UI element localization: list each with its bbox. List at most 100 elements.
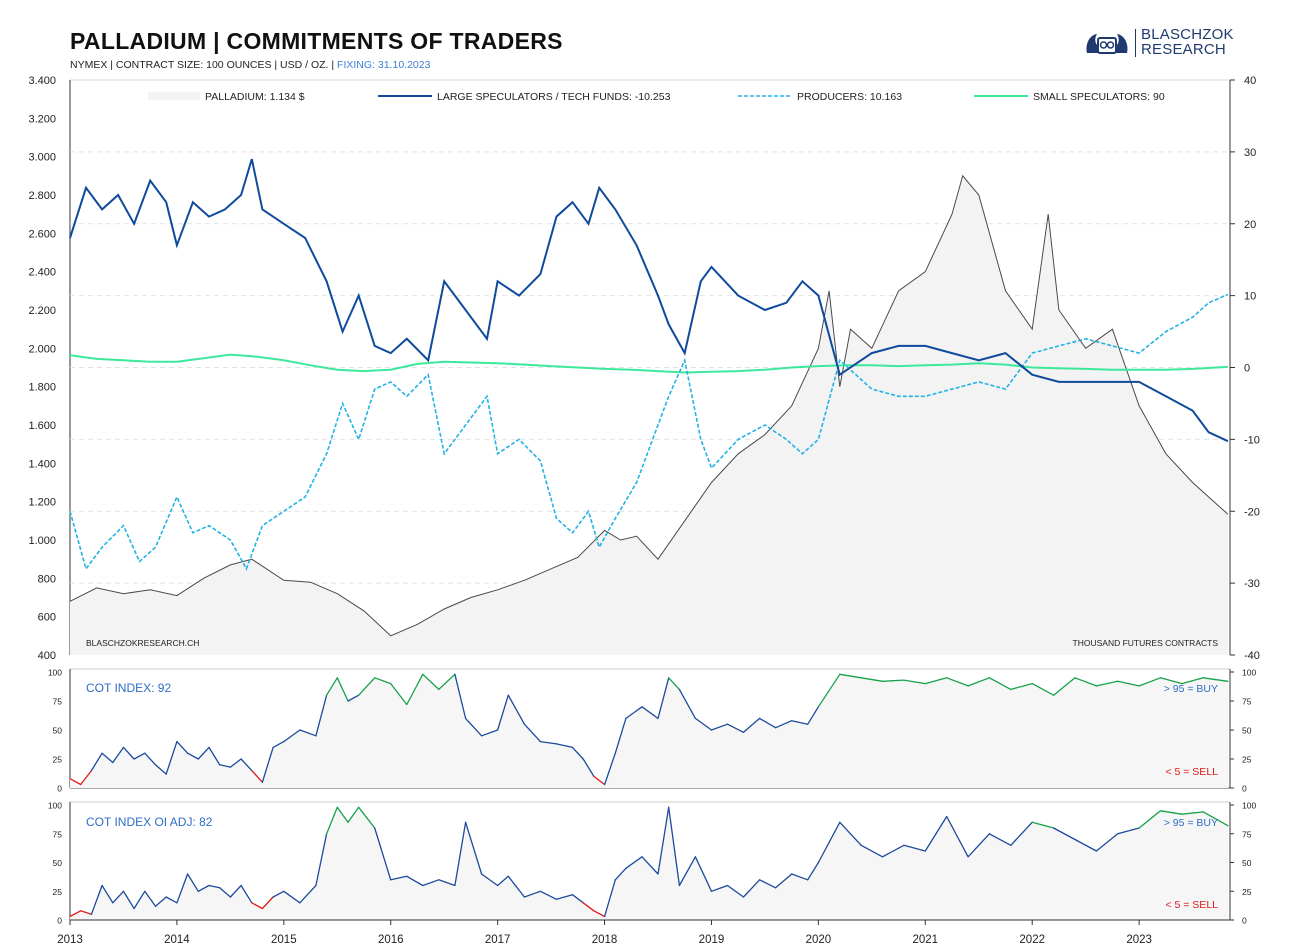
logo-line-1: BLASCHZOK <box>1141 26 1234 43</box>
left-tick-label-1: 600 <box>38 612 56 624</box>
cot1-line-segment-45 <box>614 717 627 754</box>
cot2-line-segment-46 <box>625 856 643 869</box>
cot2-line-segment-22 <box>299 884 317 904</box>
cot2-line-segment-42 <box>582 902 595 912</box>
cot2-line-segment-8 <box>144 890 157 907</box>
cot1-line-segment-59 <box>817 673 841 708</box>
cot2-ticks-left-label-4: 100 <box>48 801 62 811</box>
cot1-ticks-right-label-4: 100 <box>1242 668 1256 678</box>
cot2-ticks-left-label-2: 50 <box>53 858 63 868</box>
cot1-ticks-left-label-2: 50 <box>53 726 63 736</box>
cot1-line-segment-23 <box>315 694 328 737</box>
left-tick-label-8: 2.000 <box>28 343 56 355</box>
cot1-line-segment-31 <box>422 673 440 691</box>
cot2-line-segment-75 <box>1159 810 1183 815</box>
cot2-ticks-right-label-3: 75 <box>1242 829 1252 839</box>
legend-item-palladium: PALLADIUM: 1.134 $ <box>148 91 305 103</box>
cot1-ticks-left-label-4: 100 <box>48 668 62 678</box>
cot2-line-segment-31 <box>422 879 440 887</box>
cot1-line-segment-8 <box>144 752 157 766</box>
cot2-line-segment-16 <box>229 884 242 898</box>
cot2-line-segment-66 <box>967 833 991 858</box>
cot2-line-segment-49 <box>668 806 681 887</box>
right-tick-label-4: 0 <box>1244 363 1250 375</box>
cot1-line-segment-29 <box>390 682 408 706</box>
cot2-line-segment-45 <box>614 867 627 881</box>
cot-index-buy-label: > 95 = BUY <box>1164 683 1218 695</box>
cot1-line-segment-4 <box>101 752 114 764</box>
x-tick-label-10: 2023 <box>1126 934 1152 946</box>
cot2-line-segment-13 <box>197 884 210 892</box>
cot1-line-segment-49 <box>668 677 681 691</box>
cot2-line-segment-28 <box>374 827 392 881</box>
cot1-line-segment-47 <box>641 706 659 720</box>
cot1-line-segment-22 <box>299 729 317 737</box>
left-tick-label-14: 3.200 <box>28 113 56 125</box>
cot2-line-segment-71 <box>1074 838 1098 852</box>
legend-swatch-palladium <box>148 92 200 100</box>
cot1-line-segment-54 <box>742 717 761 733</box>
cot2-line-segment-58 <box>807 861 820 881</box>
cot2-line-segment-32 <box>438 879 456 887</box>
cot2-ticks-right-label-0: 0 <box>1242 916 1247 926</box>
cot2-line-segment-54 <box>742 879 761 898</box>
cot2-ticks-right-label-4: 100 <box>1242 801 1256 811</box>
left-tick-label-10: 2.400 <box>28 267 56 279</box>
cot1-line-segment-48 <box>657 677 670 720</box>
cot2-line-segment-39 <box>539 890 558 900</box>
cot2-line-segment-68 <box>1010 821 1033 846</box>
cot1-line-segment-76 <box>1181 677 1204 685</box>
cot1-line-segment-46 <box>625 706 643 720</box>
cot2-line-segment-33 <box>454 821 467 887</box>
cot2-line-segment-29 <box>390 875 408 881</box>
cot2-ticks-left-label-3: 75 <box>53 829 63 839</box>
legend-item-producers: PRODUCERS: 10.163 <box>738 91 902 103</box>
cot1-line-segment-41 <box>571 746 584 760</box>
cot2-line-segment-6 <box>122 890 135 910</box>
left-tick-label-3: 1.000 <box>28 535 56 547</box>
cot2-line-segment-65 <box>946 815 969 858</box>
cot1-line-segment-19 <box>261 746 274 783</box>
cot2-line-segment-59 <box>817 821 841 864</box>
right-axis-ticks: -40 -30 -20 -10 0 10 20 30 40 <box>1230 75 1260 662</box>
cot1-line-segment-14 <box>208 746 221 766</box>
cot1-line-segment-73 <box>1117 680 1140 687</box>
cot2-line-segment-69 <box>1031 821 1055 829</box>
cot2-line-segment-2 <box>80 910 93 915</box>
cot1-line-segment-36 <box>496 694 509 731</box>
cot2-line-segment-1 <box>69 910 82 918</box>
cot-oi-sell-label: < 5 = SELL <box>1165 899 1218 911</box>
cot1-line-segment-5 <box>112 746 125 764</box>
cot1-line-segment-75 <box>1159 677 1183 685</box>
x-tick-label-7: 2020 <box>806 934 832 946</box>
cot1-ticks-right-label-3: 75 <box>1242 697 1252 707</box>
x-tick-label-4: 2017 <box>485 934 511 946</box>
cot1-ticks-right-label-2: 50 <box>1242 726 1252 736</box>
right-tick-label-8: 40 <box>1244 75 1256 87</box>
cot1-line-segment-55 <box>758 717 777 729</box>
lions-crest-icon <box>1086 34 1128 54</box>
cot-index-label: COT INDEX: 92 <box>86 681 171 695</box>
cot1-line-segment-51 <box>694 717 713 731</box>
series-line-palladium <box>69 174 1229 637</box>
left-tick-label-5: 1.400 <box>28 458 56 470</box>
cot2-line-segment-76 <box>1181 811 1204 815</box>
right-tick-label-7: 30 <box>1244 147 1256 159</box>
cot2-line-segment-26 <box>347 806 360 823</box>
cot2-line-segment-25 <box>336 806 349 823</box>
cot1-line-segment-63 <box>903 679 926 685</box>
cot-index-oi-adj-panel: 0 0 25 25 50 50 75 75 100 100 COT INDEX OI ADJ: 8… <box>48 801 1257 926</box>
cot2-line-segment-17 <box>240 884 253 904</box>
cot1-line-segment-33 <box>454 673 467 720</box>
cot2-line-segment-30 <box>406 875 424 887</box>
cot-index-ticks: 0 0 25 25 50 50 75 75 100 100 <box>48 668 1257 794</box>
cot2-line-segment-77 <box>1202 811 1229 827</box>
cot1-line-segment-67 <box>988 677 1012 691</box>
cot2-line-segment-35 <box>480 873 499 887</box>
subtitle-fixing: FIXING: 31.10.2023 <box>337 59 431 71</box>
cot1-line-segment-24 <box>325 677 338 696</box>
x-tick-label-0: 2013 <box>57 934 83 946</box>
right-tick-label-5: 10 <box>1244 291 1256 303</box>
cot2-line-segment-74 <box>1138 810 1162 829</box>
